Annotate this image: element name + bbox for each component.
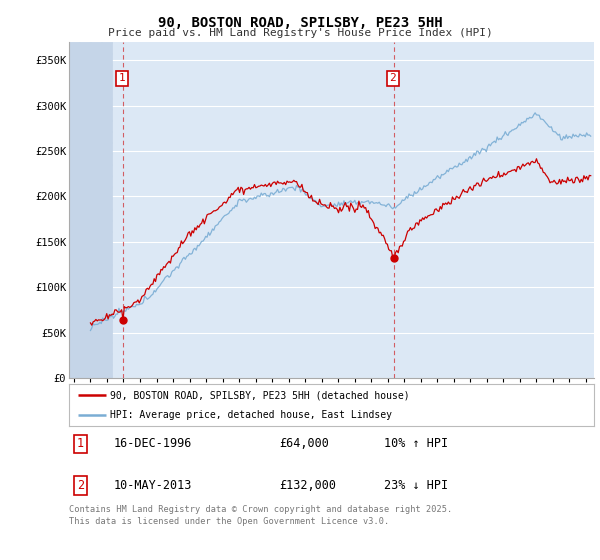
Bar — [69, 42, 112, 378]
Text: 1: 1 — [119, 73, 125, 83]
Text: £132,000: £132,000 — [279, 479, 336, 492]
Text: 1: 1 — [77, 437, 84, 450]
Text: 90, BOSTON ROAD, SPILSBY, PE23 5HH: 90, BOSTON ROAD, SPILSBY, PE23 5HH — [158, 16, 442, 30]
Text: 10% ↑ HPI: 10% ↑ HPI — [384, 437, 448, 450]
Text: HPI: Average price, detached house, East Lindsey: HPI: Average price, detached house, East… — [110, 410, 392, 420]
Text: £64,000: £64,000 — [279, 437, 329, 450]
Text: 23% ↓ HPI: 23% ↓ HPI — [384, 479, 448, 492]
Text: 2: 2 — [77, 479, 84, 492]
Text: Price paid vs. HM Land Registry's House Price Index (HPI): Price paid vs. HM Land Registry's House … — [107, 28, 493, 38]
Text: Contains HM Land Registry data © Crown copyright and database right 2025.
This d: Contains HM Land Registry data © Crown c… — [69, 505, 452, 526]
Text: 90, BOSTON ROAD, SPILSBY, PE23 5HH (detached house): 90, BOSTON ROAD, SPILSBY, PE23 5HH (deta… — [110, 390, 410, 400]
Text: 16-DEC-1996: 16-DEC-1996 — [113, 437, 192, 450]
Text: 2: 2 — [389, 73, 396, 83]
Text: 10-MAY-2013: 10-MAY-2013 — [113, 479, 192, 492]
